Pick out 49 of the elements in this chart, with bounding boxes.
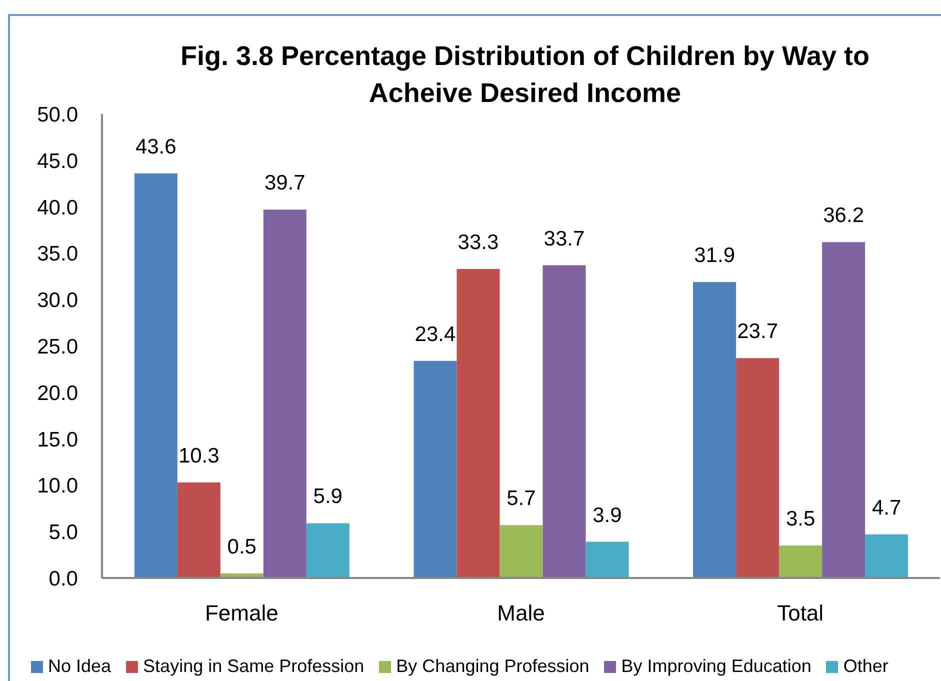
y-tick-label: 25.0 [37,335,78,358]
chart-title: Fig. 3.8 Percentage Distribution of Children by Way to Acheive Desired Income [179,40,871,110]
x-tick-label: Male [497,600,545,626]
y-tick-label: 40.0 [37,196,78,220]
data-label: 3.9 [592,504,622,527]
data-label: 10.3 [178,444,220,468]
data-label: 4.7 [872,496,902,520]
bar [736,358,780,578]
bar [414,360,457,578]
y-tick-label: 35.0 [37,242,78,266]
data-label: 5.9 [313,485,343,508]
data-label: 43.6 [135,135,176,158]
data-label: 33.7 [544,227,585,250]
y-tick-label: 45.0 [37,150,78,173]
data-label: 3.5 [786,508,816,531]
y-tick-label: 50.0 [37,103,78,126]
bar [263,210,306,578]
legend-label: Staying in Same Profession [143,656,364,677]
data-label: 33.3 [458,230,499,254]
y-tick-label: 0.0 [48,567,78,590]
y-tick-label: 15.0 [37,428,78,452]
data-label: 36.2 [823,204,864,228]
legend-label: Other [843,656,888,677]
x-tick-label: Female [204,600,278,626]
x-tick-label: Total [777,600,824,626]
y-tick-label: 5.0 [48,521,78,544]
bar [177,482,220,578]
bar [500,525,543,578]
bar [134,173,178,578]
bar [822,242,866,578]
data-label: 23.7 [737,320,778,344]
bar [865,534,908,578]
legend-label: By Changing Profession [396,656,590,677]
bar [542,265,586,578]
bar [779,546,822,578]
legend-label: By Improving Education [621,656,812,677]
bar [693,282,736,578]
data-label: 5.7 [506,487,536,510]
data-label: 23.4 [414,322,456,346]
data-label: 0.5 [227,535,257,558]
data-label: 39.7 [264,172,306,195]
bar [586,542,629,578]
y-tick-label: 10.0 [37,474,78,498]
legend-label: No Idea [48,656,112,677]
data-label: 31.9 [694,244,736,267]
bar [306,523,350,578]
y-tick-label: 20.0 [37,382,78,405]
y-tick-label: 30.0 [37,289,78,312]
bar [456,268,500,578]
